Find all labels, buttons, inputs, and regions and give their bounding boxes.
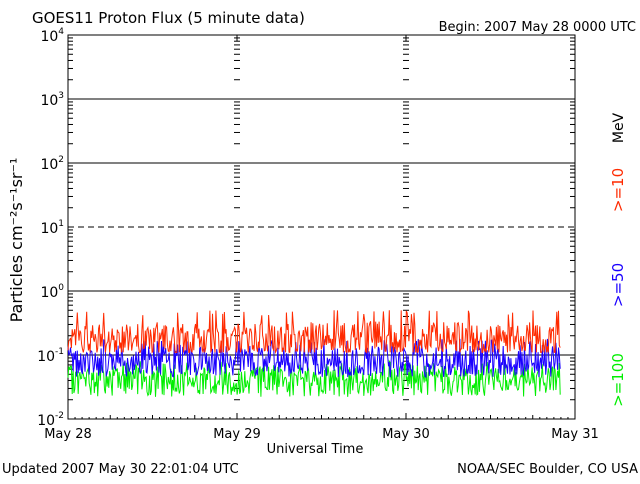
begin-time: Begin: 2007 May 28 0000 UTC — [439, 20, 636, 35]
updated-time: Updated 2007 May 30 22:01:04 UTC — [2, 462, 239, 477]
x-tick-label: May 28 — [44, 427, 92, 442]
series-layer — [67, 310, 561, 397]
y-tick-label: 104 — [40, 27, 64, 45]
legend-units: MeV — [611, 112, 627, 143]
credit: NOAA/SEC Boulder, CO USA — [457, 462, 638, 477]
y-tick-label: 10-2 — [37, 411, 64, 429]
x-axis-label: Universal Time — [267, 442, 364, 457]
series-line-ge10 — [67, 310, 561, 355]
x-tick-label: May 30 — [382, 427, 430, 442]
x-tick-label: May 31 — [551, 427, 599, 442]
x-tick-labels: May 28 May 29 May 30 May 31 — [44, 427, 599, 442]
y-tick-label: 101 — [40, 219, 64, 237]
chart-title: GOES11 Proton Flux (5 minute data) — [32, 9, 305, 27]
y-tick-label: 102 — [40, 155, 64, 173]
series-line-ge100 — [67, 359, 561, 397]
y-tick-label: 10-1 — [37, 347, 64, 365]
legend-ge10: >=10 — [609, 168, 627, 212]
y-tick-labels: 104 103 102 101 100 10-1 10-2 — [37, 27, 64, 429]
legend: MeV >=10 >=50 >=100 — [609, 112, 627, 406]
legend-ge50: >=50 — [609, 263, 627, 307]
y-tick-label: 103 — [40, 91, 64, 109]
x-tick-label: May 29 — [213, 427, 261, 442]
legend-ge100: >=100 — [609, 353, 627, 407]
y-tick-label: 100 — [40, 283, 64, 301]
y-axis-label: Particles cm⁻²s⁻¹sr⁻¹ — [7, 158, 26, 323]
